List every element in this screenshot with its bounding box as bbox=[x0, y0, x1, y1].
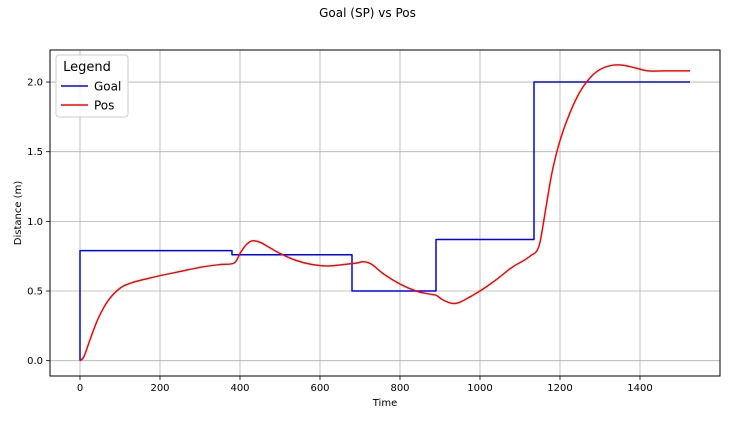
x-tick-label: 600 bbox=[310, 383, 329, 394]
ticks: 0 200 400 600 800 1000 1200 1400 0.0 0.5 1.0 1.5 2.0 bbox=[27, 78, 653, 394]
grid-lines bbox=[50, 50, 720, 376]
y-axis-label: Distance (m) bbox=[13, 181, 24, 246]
y-tick-label: 1.5 bbox=[27, 147, 43, 158]
x-axis-label: Time bbox=[372, 398, 397, 409]
chart-title: Goal (SP) vs Pos bbox=[319, 6, 416, 20]
legend-title: Legend bbox=[63, 60, 111, 75]
series-layer bbox=[79, 64, 690, 362]
plot-frame bbox=[49, 49, 721, 377]
y-tick-label: 0.0 bbox=[27, 356, 43, 367]
y-tick-label: 0.5 bbox=[27, 287, 43, 298]
x-tick-label: 1400 bbox=[627, 383, 652, 394]
y-tick-label: 2.0 bbox=[27, 78, 43, 89]
x-tick-label: 0 bbox=[77, 383, 83, 394]
legend-label-goal: Goal bbox=[94, 80, 121, 94]
x-tick-label: 400 bbox=[230, 383, 249, 394]
series-line-pos bbox=[79, 64, 690, 362]
x-tick-label: 1000 bbox=[467, 383, 492, 394]
legend: Legend Goal Pos bbox=[55, 54, 129, 118]
legend-entries: Goal Pos bbox=[61, 80, 121, 113]
y-tick-label: 1.0 bbox=[27, 217, 43, 228]
series-line-goal bbox=[79, 81, 690, 361]
x-tick-label: 1200 bbox=[547, 383, 572, 394]
x-tick-label: 200 bbox=[150, 383, 169, 394]
legend-label-pos: Pos bbox=[94, 99, 114, 113]
x-tick-label: 800 bbox=[390, 383, 409, 394]
legend-box bbox=[55, 54, 129, 118]
